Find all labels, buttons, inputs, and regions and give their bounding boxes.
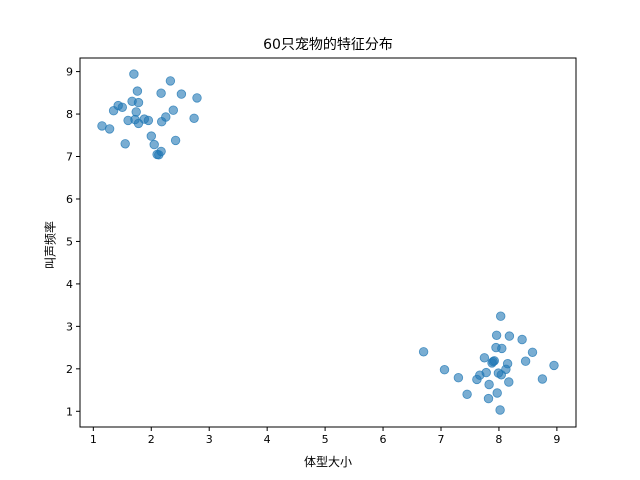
data-point — [495, 405, 505, 415]
data-point — [146, 131, 157, 141]
data-point — [484, 379, 494, 390]
data-point — [502, 359, 513, 369]
data-point — [517, 334, 527, 345]
y-tick-label: 2 — [66, 363, 73, 376]
x-tick-label: 8 — [495, 433, 502, 446]
x-tick-label: 2 — [148, 433, 155, 446]
data-point — [189, 113, 199, 124]
data-point — [143, 115, 154, 126]
data-point — [132, 86, 143, 96]
data-point — [149, 139, 159, 150]
y-tick-label: 3 — [66, 320, 73, 333]
data-point — [549, 360, 559, 371]
data-point — [479, 353, 490, 363]
data-point — [491, 330, 502, 341]
plot-frame — [79, 57, 577, 428]
data-point — [439, 365, 450, 375]
x-tick-label: 1 — [90, 433, 97, 446]
y-axis-label: 叫声频率 — [43, 220, 58, 270]
data-point — [504, 377, 514, 387]
data-point — [156, 88, 166, 98]
data-point — [170, 135, 181, 146]
data-point — [537, 374, 548, 384]
y-tick-label: 8 — [66, 108, 73, 121]
data-point — [418, 347, 429, 357]
data-point — [488, 356, 498, 367]
data-point — [133, 97, 144, 108]
x-tick-label: 3 — [206, 433, 213, 446]
data-point — [161, 112, 171, 122]
y-tick-label: 9 — [66, 66, 73, 79]
y-tick-label: 5 — [66, 235, 73, 248]
y-tick-label: 1 — [66, 405, 73, 418]
data-point — [156, 146, 166, 157]
data-point — [165, 76, 176, 86]
x-tick-label: 6 — [380, 433, 387, 446]
data-point — [104, 124, 115, 134]
x-tick-label: 5 — [322, 433, 329, 446]
data-point — [483, 393, 494, 404]
y-tick-label: 6 — [66, 193, 73, 206]
data-point — [168, 105, 179, 115]
data-point — [129, 69, 139, 79]
x-axis-label: 体型大小 — [303, 455, 352, 469]
data-point — [527, 347, 538, 358]
data-point — [192, 93, 202, 103]
data-point — [492, 388, 502, 398]
data-point — [497, 343, 507, 354]
x-tick-label: 7 — [437, 433, 444, 446]
data-point — [117, 102, 128, 113]
data-point — [496, 311, 506, 321]
data-point — [453, 373, 464, 383]
data-point — [120, 139, 130, 149]
data-point — [131, 107, 141, 117]
data-point — [520, 356, 531, 366]
data-point — [462, 389, 472, 400]
chart-title: 60只宠物的特征分布 — [263, 37, 393, 53]
x-tick-label: 9 — [553, 433, 560, 446]
y-tick-label: 4 — [66, 278, 73, 291]
x-tick-label: 4 — [264, 433, 271, 446]
data-point — [504, 331, 515, 341]
y-tick-label: 7 — [66, 151, 73, 164]
data-point — [176, 89, 187, 99]
data-point — [481, 367, 491, 378]
